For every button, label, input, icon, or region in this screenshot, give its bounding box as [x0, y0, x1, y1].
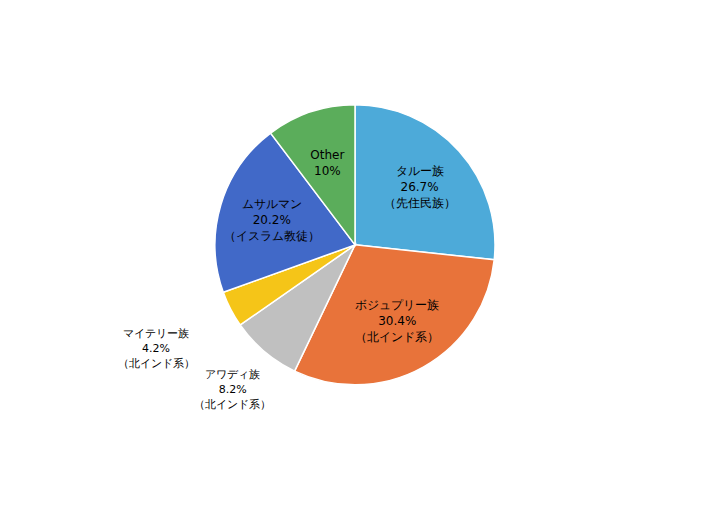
- svg-text:マイテリー族4.2%（北インド系）: マイテリー族4.2%（北インド系）: [118, 326, 195, 369]
- svg-text:ボジュプリー族30.4%（北インド系）: ボジュプリー族30.4%（北インド系）: [355, 298, 439, 344]
- svg-text:ムサルマン20.2%（イスラム教徒）: ムサルマン20.2%（イスラム教徒）: [224, 197, 320, 243]
- svg-text:タルー族26.7%（先住民族）: タルー族26.7%（先住民族）: [384, 164, 456, 210]
- svg-text:Other10%: Other10%: [310, 148, 344, 178]
- svg-text:アワディ族8.2%（北インド系）: アワディ族8.2%（北インド系）: [194, 367, 271, 410]
